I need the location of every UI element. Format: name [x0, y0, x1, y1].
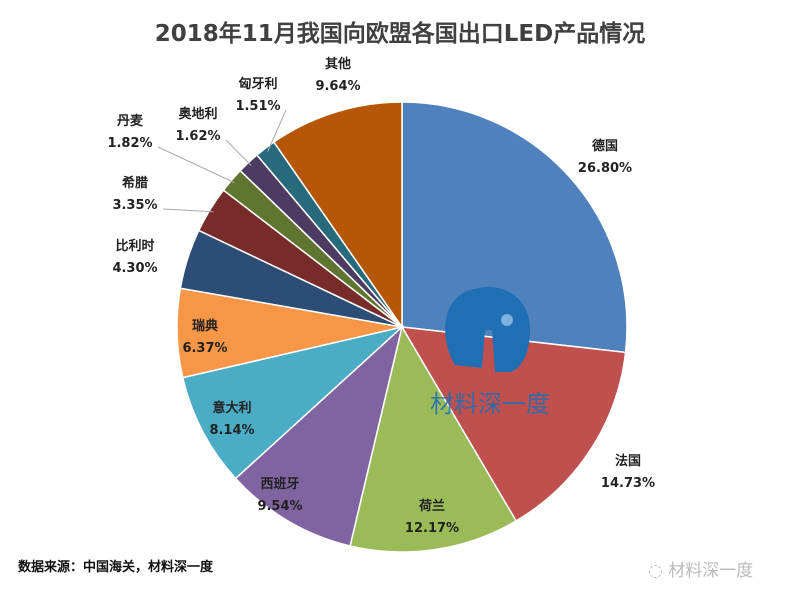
footer-brand-text: 材料深一度	[668, 561, 754, 581]
slice-value-label: 3.35%	[112, 198, 157, 213]
slice-label: 匈牙利	[238, 76, 277, 92]
pie-slice-0	[401, 101, 628, 354]
slice-value-label: 6.37%	[182, 341, 227, 356]
slice-value-label: 1.62%	[175, 129, 220, 144]
slice-label: 德国	[592, 138, 618, 154]
watermark-logo	[445, 286, 530, 372]
slice-value-label: 12.17%	[405, 521, 459, 536]
slice-value-label: 1.51%	[235, 99, 280, 114]
slice-value-label: 9.54%	[257, 499, 302, 514]
pie-slice-4	[181, 325, 405, 480]
slice-value-label: 1.82%	[107, 136, 152, 151]
leader-line	[267, 109, 287, 152]
leader-line	[225, 139, 252, 166]
slice-label: 希腊	[122, 175, 148, 191]
watermark-text: 材料深一度	[430, 390, 550, 418]
slice-label: 荷兰	[418, 498, 445, 514]
leader-line	[157, 146, 235, 184]
slice-value-label: 9.64%	[315, 79, 360, 94]
slice-label: 意大利	[212, 400, 251, 416]
pie-slice-1	[400, 326, 627, 522]
slice-label: 比利时	[115, 238, 154, 254]
slice-value-label: 8.14%	[209, 423, 254, 438]
slice-label: 奥地利	[178, 106, 217, 122]
data-source: 数据来源：中国海关，材料深一度	[18, 560, 214, 575]
pie-slice-3	[234, 324, 404, 547]
leader-line	[162, 208, 214, 213]
chart-title: 2018年11月我国向欧盟各国出口LED产品情况	[154, 21, 646, 47]
slice-label: 丹麦	[117, 113, 144, 129]
slice-label: 法国	[615, 453, 641, 469]
slice-value-label: 26.80%	[578, 161, 632, 176]
wechat-icon: ◌	[648, 561, 663, 581]
footer-brand: ◌ 材料深一度	[648, 556, 753, 581]
slice-label: 其他	[325, 56, 351, 72]
slice-label: 瑞典	[192, 318, 218, 334]
slice-label: 西班牙	[260, 476, 299, 492]
slice-value-label: 4.30%	[112, 261, 157, 276]
slice-value-label: 14.73%	[601, 476, 655, 491]
pie-slice-2	[349, 325, 518, 553]
pie-slice-11	[272, 101, 403, 330]
